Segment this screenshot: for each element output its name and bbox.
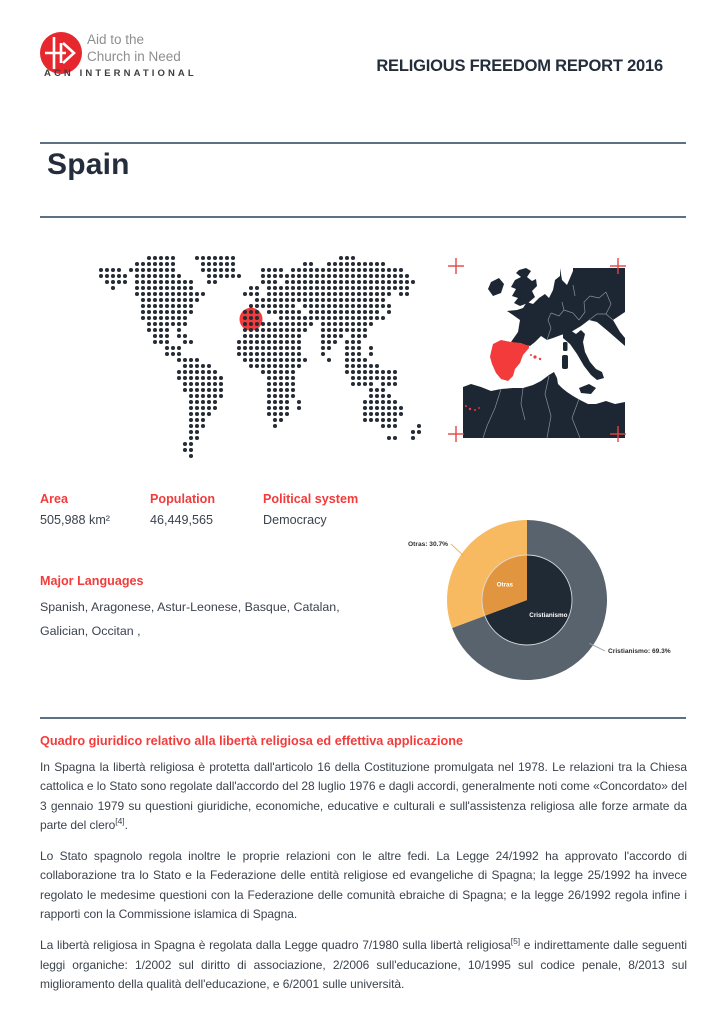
footnote-marker: [4] — [115, 815, 125, 826]
spain-region-map — [448, 258, 626, 442]
paragraph: In Spagna la libertà religiosa è protett… — [40, 760, 687, 832]
pie-inner-label: Cristianismo — [529, 612, 567, 619]
org-name-line2: Church in Need — [87, 48, 181, 64]
pie-callout-label: Otras: 30.7% — [408, 541, 448, 548]
paragraph: Lo Stato spagnolo regola inoltre le prop… — [40, 849, 687, 922]
crosshair-marks — [448, 258, 626, 442]
crosshair-bottom-left — [448, 426, 464, 442]
crosshair-bottom-right — [610, 426, 626, 442]
report-title: RELIGIOUS FREEDOM REPORT 2016 — [376, 57, 663, 75]
sicily — [579, 384, 596, 394]
stat-label-population: Population — [150, 492, 216, 506]
north-africa — [463, 372, 625, 438]
stat-value-political-system: Democracy — [263, 513, 327, 527]
canary-islands — [465, 405, 480, 411]
acn-logo-icon — [40, 32, 82, 74]
country-borders — [482, 284, 614, 439]
section-heading: Quadro giuridico relativo alla libertà r… — [40, 734, 464, 748]
divider-under-title — [40, 216, 686, 218]
org-name-line1: Aid to the — [87, 32, 145, 47]
pie-outer-cristianismo — [452, 520, 607, 680]
crosshair-top-left — [448, 258, 464, 274]
great-britain — [511, 268, 537, 306]
italy — [563, 330, 604, 380]
paragraph: La libertà religiosa in Spagna è regolat… — [40, 936, 687, 991]
corsica — [563, 342, 568, 351]
religion-pie-chart: Cristianismo Cristianismo: 69.3% Otras Otra… — [408, 520, 671, 680]
languages-label: Major Languages — [40, 574, 144, 588]
sardinia — [562, 355, 568, 369]
pie-inner-cristianismo — [484, 555, 572, 645]
stat-label-area: Area — [40, 492, 69, 506]
footnote-marker: [5] — [510, 936, 521, 947]
pie-inner-otras — [482, 555, 527, 616]
org-subtitle: ACN INTERNATIONAL — [44, 68, 197, 79]
balearic-islands — [530, 354, 542, 361]
languages-value: Spanish, Aragonese, Astur-Leonese, Basqu… — [40, 600, 340, 638]
world-dot-map — [98, 255, 422, 459]
europe-mainland — [507, 268, 625, 346]
stat-label-political-system: Political system — [263, 492, 359, 506]
page-title: Spain — [47, 148, 130, 181]
pie-callout-label: Cristianismo: 69.3% — [608, 648, 671, 655]
ireland — [488, 278, 504, 296]
pie-inner-label: Otras — [497, 582, 514, 589]
stat-value-area: 505,988 km² — [40, 513, 111, 527]
divider-top — [40, 142, 686, 144]
spain-highlight — [490, 340, 529, 381]
body-paragraphs: In Spagna la libertà religiosa è protett… — [40, 758, 687, 1006]
stat-value-population: 46,449,565 — [150, 513, 214, 527]
org-name: Aid to the Church in Need — [87, 32, 181, 65]
crosshair-top-right — [610, 258, 626, 274]
divider-section — [40, 717, 686, 719]
pie-outer-otras — [447, 520, 527, 629]
